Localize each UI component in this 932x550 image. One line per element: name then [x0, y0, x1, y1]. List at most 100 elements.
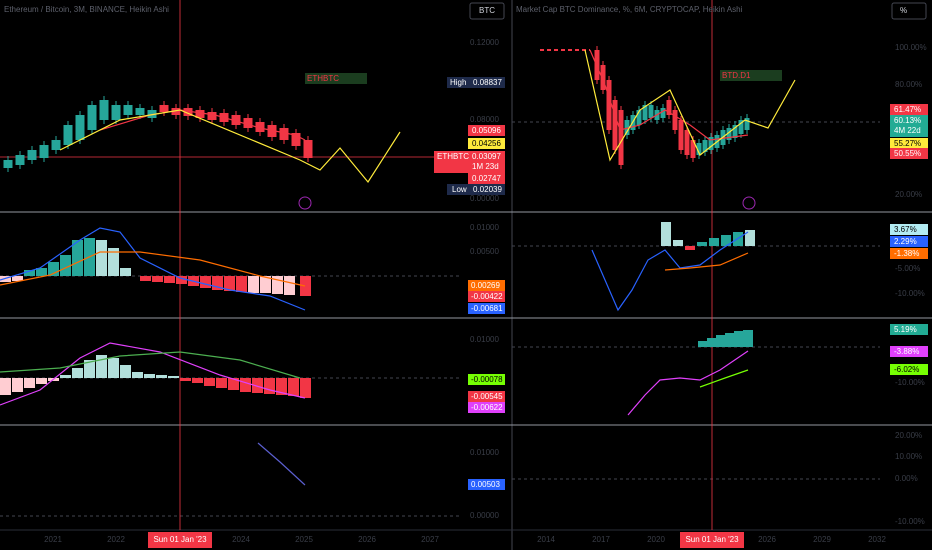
axis-label: -10.00% [895, 517, 925, 526]
histogram-bar [168, 376, 179, 378]
price-tag: 61.47% [894, 105, 921, 114]
histogram-bar [709, 238, 719, 246]
axis-label: 100.00% [895, 43, 927, 52]
currency-button-label[interactable]: BTC [479, 6, 495, 15]
candle [207, 112, 217, 120]
currency-button-label[interactable]: % [900, 6, 907, 15]
axis-label: 20.00% [895, 190, 922, 199]
histogram-bar [252, 378, 263, 393]
high-label: High [450, 78, 466, 87]
candle [183, 108, 193, 116]
candle [123, 105, 133, 115]
x-label: 2014 [537, 535, 555, 544]
candle [660, 108, 666, 118]
histogram-bar [685, 246, 695, 250]
event-icon[interactable] [742, 196, 756, 210]
indicator-line [0, 351, 301, 379]
axis-label: 80.00% [895, 80, 922, 89]
tag-bg [468, 173, 505, 184]
indicator-tag: -0.00681 [471, 304, 503, 313]
histogram-bar [264, 378, 275, 394]
axis-label: -5.00% [895, 264, 920, 273]
high-value: 0.08837 [473, 78, 502, 87]
countdown: 1M 23d [472, 162, 499, 171]
crosshair-date: Sun 01 Jan '23 [685, 535, 739, 544]
candle [732, 125, 738, 138]
tag-bg [434, 151, 505, 173]
indicator-tag: -3.88% [894, 347, 919, 356]
candle [15, 155, 25, 165]
histogram-bar [144, 374, 155, 378]
symbol-tag: BTD.D1 [722, 71, 751, 80]
histogram-bar [224, 276, 235, 291]
candle [195, 110, 205, 118]
histogram-bar [200, 276, 211, 288]
candle [135, 108, 145, 115]
axis-label: 0.01000 [470, 335, 499, 344]
price-tag: 0.04256 [472, 139, 501, 148]
histogram-bar [284, 276, 295, 295]
candle [75, 115, 85, 140]
indicator-line [591, 231, 749, 312]
histogram-bar [0, 378, 11, 395]
histogram-bar [24, 378, 35, 388]
price-tag: 60.13% [894, 116, 921, 125]
event-icon[interactable] [298, 196, 312, 210]
axis-label: 10.00% [895, 452, 922, 461]
tag-bg [468, 125, 505, 136]
histogram-bar [300, 276, 311, 296]
tag-bg [468, 391, 505, 402]
histogram-bar [36, 268, 47, 276]
symbol-tag-bg [720, 70, 782, 81]
pane-header: Market Cap BTC Dominance, %, 6M, CRYPTOC… [516, 5, 743, 14]
histogram-bar [72, 368, 83, 378]
histogram-bar [60, 255, 71, 276]
histogram-bar [192, 378, 203, 383]
indicator-tag: -0.00422 [471, 292, 503, 301]
currency-button[interactable] [891, 2, 927, 20]
x-label: 2020 [647, 535, 665, 544]
tag-bg [468, 479, 505, 490]
x-label: 2024 [232, 535, 250, 544]
histogram-bar [216, 378, 227, 388]
candle [726, 128, 732, 140]
candle [672, 110, 678, 130]
x-label: 2022 [107, 535, 125, 544]
candle [618, 110, 624, 165]
candle [99, 100, 109, 120]
histogram-bar [721, 235, 731, 246]
histogram-bar [132, 372, 143, 378]
indicator-tag: 5.19% [894, 325, 917, 334]
tag-bg [890, 364, 928, 375]
indicator-tag: -0.00545 [471, 392, 503, 401]
tag-bg [890, 138, 928, 149]
tag-bg [468, 280, 505, 291]
axis-label: 0.01000 [470, 448, 499, 457]
histogram-bar [36, 378, 47, 384]
tag-bg [447, 77, 505, 88]
price-tag: 50.55% [894, 149, 921, 158]
indicator-tag: -6.02% [894, 365, 919, 374]
candle [303, 140, 313, 158]
currency-button[interactable] [469, 2, 505, 20]
price-tag: 55.27% [894, 139, 921, 148]
price-tag: 0.05096 [472, 126, 501, 135]
tag-bg [890, 148, 928, 159]
tag-bg [468, 303, 505, 314]
candle [696, 143, 702, 155]
tag-bg [468, 374, 505, 385]
tag-bg [890, 346, 928, 357]
indicator-line [0, 251, 306, 287]
price-tag: 0.02747 [472, 174, 501, 183]
histogram-bar [120, 365, 131, 378]
last-symbol: ETHBTC [437, 152, 469, 161]
x-label: 2017 [592, 535, 610, 544]
candle [738, 120, 744, 134]
candle [63, 125, 73, 145]
indicator-line [664, 252, 749, 271]
pane-header: Ethereum / Bitcoin, 3M, BINANCE, Heikin … [4, 5, 169, 14]
histogram-bar [673, 240, 683, 246]
indicator-line [257, 442, 306, 486]
